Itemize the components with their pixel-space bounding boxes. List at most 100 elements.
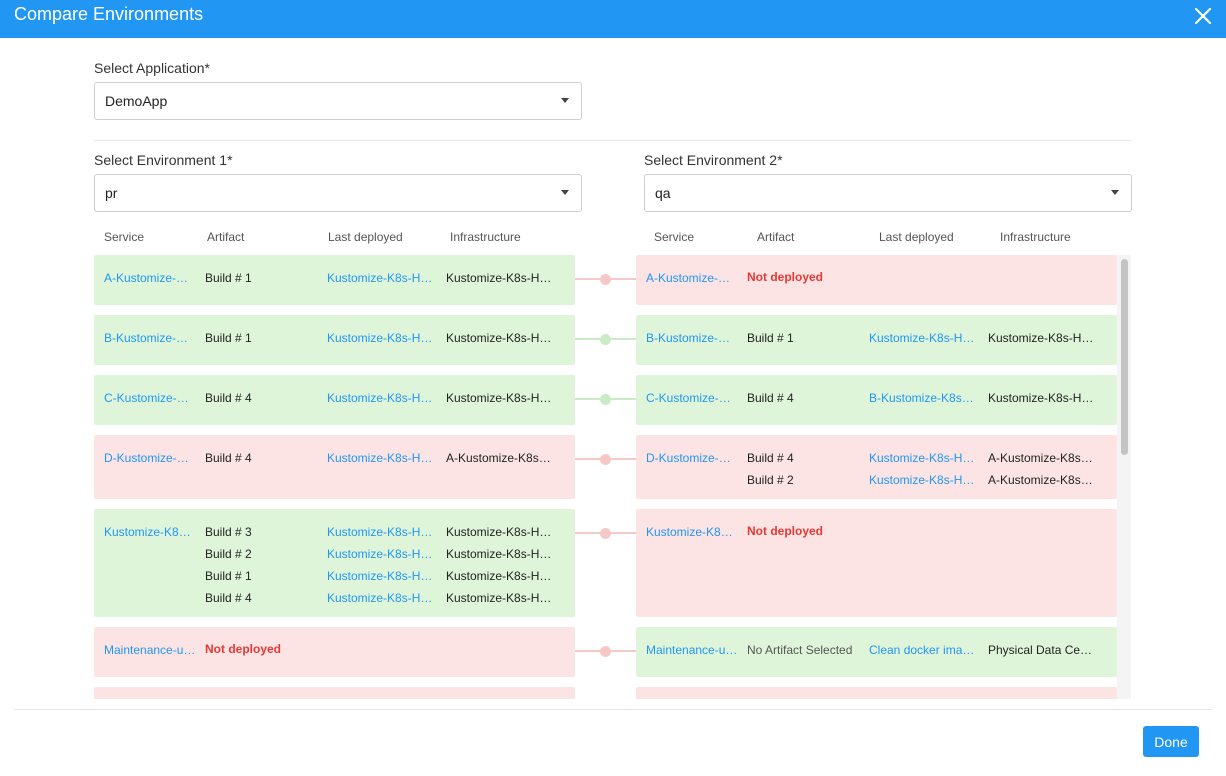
env1-last-deployed-link[interactable]: Kustomize-K8s-Helm-Pipeline — [327, 569, 433, 583]
env2-artifact: No Artifact Selected — [747, 643, 853, 657]
env1-artifact: Build # 1 — [205, 271, 252, 285]
env2-last-deployed-link[interactable]: Kustomize-K8s-Helm-Pipeline — [869, 331, 975, 345]
env1-last-deployed-link[interactable]: Kustomize-K8s-Helm-Pipeline — [327, 391, 433, 405]
env2-box — [636, 375, 1117, 425]
compare-status-icon — [600, 334, 611, 345]
select-application-label: Select Application* — [94, 60, 210, 76]
application-select-value: DemoApp — [105, 93, 168, 109]
env1-last-deployed-link[interactable]: Kustomize-K8s-Helm-Pipeline — [327, 525, 433, 539]
left-column-header-service: Service — [104, 230, 145, 244]
select-environment-2-label: Select Environment 2* — [644, 152, 783, 168]
env1-service-link[interactable]: C-Kustomize-K8s-Helm — [104, 391, 196, 405]
env2-status: Not deployed — [747, 270, 824, 284]
right-column-header-last-deployed: Last deployed — [879, 230, 954, 244]
env1-artifact: Build # 2 — [205, 547, 252, 561]
env1-box — [94, 509, 575, 617]
left-column-header-artifact: Artifact — [207, 230, 245, 244]
env1-service-link[interactable]: Maintenance-utility — [104, 643, 196, 657]
left-column-header-last-deployed: Last deployed — [328, 230, 403, 244]
env2-last-deployed-link[interactable]: Clean docker images — [869, 643, 975, 657]
environment-2-select-value: qa — [655, 185, 671, 201]
env1-infrastructure: Kustomize-K8s-Helm-Infra — [446, 391, 552, 405]
env1-last-deployed-link[interactable]: Kustomize-K8s-Helm-Pipeline — [327, 451, 433, 465]
env1-box — [94, 435, 575, 499]
comparison-list-scrollbar[interactable] — [1117, 255, 1131, 699]
section-divider — [94, 140, 1131, 141]
env1-service-link[interactable]: D-Kustomize-K8s-Helm — [104, 451, 196, 465]
env1-service-link[interactable]: Kustomize-K8s-Helm — [104, 525, 196, 539]
env1-box — [94, 315, 575, 365]
scrollbar-thumb[interactable] — [1121, 259, 1128, 455]
env2-box — [636, 315, 1117, 365]
env1-infrastructure: Kustomize-K8s-Helm-Infra — [446, 271, 552, 285]
env2-infrastructure: A-Kustomize-K8s-Helm-Infra — [988, 451, 1094, 465]
compare-status-icon — [600, 454, 611, 465]
env1-infrastructure: A-Kustomize-K8s-Helm-Infra — [446, 451, 552, 465]
env2-service-link[interactable]: Kustomize-K8s-Helm — [646, 525, 738, 539]
env2-last-deployed-link[interactable]: Kustomize-K8s-Helm-Pipeline — [869, 473, 975, 487]
done-button[interactable]: Done — [1143, 726, 1199, 757]
env2-box — [636, 627, 1117, 677]
right-column-header-artifact: Artifact — [757, 230, 795, 244]
compare-status-icon — [600, 394, 611, 405]
env2-service-link[interactable]: B-Kustomize-K8s-Helm — [646, 331, 738, 345]
env2-status: Not deployed — [747, 524, 824, 538]
env1-last-deployed-link[interactable]: Kustomize-K8s-Helm-Pipeline — [327, 331, 433, 345]
env1-last-deployed-link[interactable]: Kustomize-K8s-Helm-Pipeline — [327, 547, 433, 561]
chevron-down-icon — [561, 190, 569, 195]
close-icon[interactable] — [1194, 7, 1212, 25]
env2-service-link[interactable]: C-Kustomize-K8s-Helm — [646, 391, 738, 405]
env1-box — [94, 687, 575, 699]
application-select[interactable]: DemoApp — [94, 82, 582, 120]
env1-artifact: Build # 4 — [205, 391, 252, 405]
env2-artifact: Build # 4 — [747, 391, 794, 405]
env1-last-deployed-link[interactable]: Kustomize-K8s-Helm-Pipeline — [327, 271, 433, 285]
env1-infrastructure: Kustomize-K8s-Helm-Infra — [446, 591, 552, 605]
env2-box — [636, 509, 1117, 617]
env1-artifact: Build # 3 — [205, 525, 252, 539]
chevron-down-icon — [561, 98, 569, 103]
dialog-titlebar: Compare Environments — [0, 0, 1226, 38]
env2-service-link[interactable]: A-Kustomize-K8s-Helm — [646, 271, 738, 285]
env1-last-deployed-link[interactable]: Kustomize-K8s-Helm-Pipeline — [327, 591, 433, 605]
env1-service-link[interactable]: A-Kustomize-K8s-Helm — [104, 271, 196, 285]
compare-status-icon — [600, 528, 611, 539]
env2-artifact: Build # 1 — [747, 331, 794, 345]
env1-infrastructure: Kustomize-K8s-Helm-Infra — [446, 547, 552, 561]
right-column-header-infrastructure: Infrastructure — [1000, 230, 1071, 244]
environment-1-select[interactable]: pr — [94, 174, 582, 212]
env1-infrastructure: Kustomize-K8s-Helm-Infra — [446, 525, 552, 539]
env2-infrastructure: A-Kustomize-K8s-Helm-Infra — [988, 473, 1094, 487]
env1-status: Not deployed — [205, 642, 282, 656]
footer-divider — [14, 709, 1212, 710]
comparison-list: A-Kustomize-K8s-Helm Build # 1 Kustomize-K… — [94, 255, 1130, 699]
right-column-header-service: Service — [654, 230, 695, 244]
env1-box — [94, 627, 575, 677]
env2-service-link[interactable]: D-Kustomize-K8s-Helm — [646, 451, 738, 465]
env1-artifact: Build # 1 — [205, 331, 252, 345]
compare-status-icon — [600, 274, 611, 285]
compare-status-icon — [600, 646, 611, 657]
env2-last-deployed-link[interactable]: B-Kustomize-K8s-Helm-Pipeline — [869, 391, 975, 405]
env1-artifact: Build # 4 — [205, 591, 252, 605]
env1-artifact: Build # 4 — [205, 451, 252, 465]
env2-artifact: Build # 4 — [747, 451, 794, 465]
env2-box — [636, 435, 1117, 499]
chevron-down-icon — [1111, 190, 1119, 195]
env2-last-deployed-link[interactable]: Kustomize-K8s-Helm-Pipeline — [869, 451, 975, 465]
env2-artifact: Build # 2 — [747, 473, 794, 487]
env2-infrastructure: Kustomize-K8s-Helm-Infra — [988, 331, 1094, 345]
env2-infrastructure: Physical Data Center — [988, 643, 1094, 657]
env1-box — [94, 255, 575, 305]
env2-box — [636, 687, 1117, 699]
env1-artifact: Build # 1 — [205, 569, 252, 583]
env2-box — [636, 255, 1117, 305]
env1-box — [94, 375, 575, 425]
environment-1-select-value: pr — [105, 185, 118, 201]
env1-service-link[interactable]: B-Kustomize-K8s-Helm — [104, 331, 196, 345]
env1-infrastructure: Kustomize-K8s-Helm-Infra — [446, 331, 552, 345]
env2-infrastructure: Kustomize-K8s-Helm-Infra — [988, 391, 1094, 405]
env2-service-link[interactable]: Maintenance-utility — [646, 643, 738, 657]
dialog-title: Compare Environments — [14, 4, 204, 24]
environment-2-select[interactable]: qa — [644, 174, 1132, 212]
